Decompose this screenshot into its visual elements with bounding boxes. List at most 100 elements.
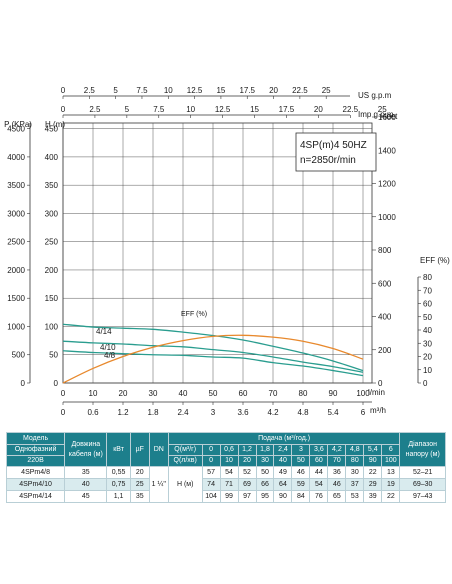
head-curve-4-10 <box>62 340 364 373</box>
y-tick-label-pressure: 2500 <box>7 238 25 247</box>
y-tick-label-feet: 200 <box>378 346 392 355</box>
q1-cell: 3 <box>291 444 311 456</box>
x-tick-label-m3h: 5.4 <box>327 408 339 417</box>
chart-grid <box>62 122 373 384</box>
q1-cell: 0 <box>201 444 221 456</box>
x-tick-label-lmin: 100 <box>356 389 370 398</box>
x-tick-label-lmin: 60 <box>239 389 248 398</box>
y-tick-label-head: 250 <box>45 238 59 247</box>
head-cell: 36 <box>327 466 347 479</box>
x-tick-label-lmin: 50 <box>209 389 218 398</box>
q2-cell: 90 <box>363 455 383 467</box>
head-cell: 64 <box>273 478 293 491</box>
pressure-axis-label: P (KPa) <box>4 120 32 129</box>
y-tick-label-pressure: 2000 <box>7 266 25 275</box>
row-kw: 0,55 <box>106 466 131 479</box>
y-tick-label-feet: 0 <box>378 379 383 388</box>
top-axis-tick-label: 7.5 <box>153 105 165 114</box>
x-tick-label-m3h: 0 <box>61 408 66 417</box>
header-q2-label: Q(л/хв) <box>167 455 203 467</box>
series-label: 4/14 <box>96 327 112 336</box>
head-cell: 84 <box>291 490 311 503</box>
top-axis-tick-label: 15 <box>216 86 225 95</box>
q1-cell: 4,8 <box>345 444 365 456</box>
y-tick-label-eff: 40 <box>423 326 432 335</box>
row-range: 69–30 <box>399 478 446 491</box>
x-tick-label-lmin: 80 <box>299 389 308 398</box>
top-axis-tick-label: 2.5 <box>89 105 101 114</box>
head-axis-label: H (m) <box>45 120 65 129</box>
y-tick-label-eff: 0 <box>423 379 428 388</box>
header-cable: Довжина кабеля (м) <box>64 432 108 467</box>
y-tick-label-head: 200 <box>45 266 59 275</box>
header-model-sub2: 220В <box>5 455 66 467</box>
y-tick-label-head: 450 <box>45 125 59 134</box>
y-tick-label-head: 400 <box>45 153 59 162</box>
x-tick-label-m3h: 1.8 <box>147 408 159 417</box>
feet-axis-label: feet <box>384 112 398 121</box>
y-tick-label-feet: 1200 <box>378 180 396 189</box>
head-cell: 22 <box>381 490 401 503</box>
top-axis-tick-label: 20 <box>314 105 323 114</box>
head-cell: 54 <box>309 478 329 491</box>
top-axis-label: Imp g.p.m <box>358 110 394 119</box>
head-cell: 22 <box>363 466 383 479</box>
head-cell: 46 <box>291 466 311 479</box>
speed-label: n=2850r/min <box>300 155 356 166</box>
top-axis-label: US g.p.m <box>358 91 392 100</box>
top-axis-tick-label: 12.5 <box>187 86 203 95</box>
q2-cell: 60 <box>309 455 329 467</box>
q2-cell: 80 <box>345 455 365 467</box>
head-cell: 65 <box>327 490 347 503</box>
y-tick-label-pressure: 1500 <box>7 294 25 303</box>
row-uf: 20 <box>129 466 150 479</box>
x-tick-label-m3h: 6 <box>361 408 366 417</box>
top-axis-tick-label: 15 <box>250 105 259 114</box>
row-model: 4SPm4/8 <box>5 466 66 479</box>
header-flow: Подача (м³/год.) <box>167 432 401 445</box>
head-cell: 69 <box>237 478 257 491</box>
top-axis-tick-label: 5 <box>113 86 118 95</box>
y-tick-label-eff: 60 <box>423 300 432 309</box>
header-kw: кВт <box>106 432 131 467</box>
head-cell: 90 <box>273 490 293 503</box>
y-tick-label-head: 150 <box>45 294 59 303</box>
head-cell: 97 <box>237 490 257 503</box>
top-axis-tick-label: 0 <box>61 105 66 114</box>
q2-cell: 0 <box>201 455 221 467</box>
head-cell: 57 <box>201 466 221 479</box>
q1-cell: 5,4 <box>363 444 383 456</box>
q1-cell: 4,2 <box>327 444 347 456</box>
top-axis-tick-label: 22.5 <box>292 86 308 95</box>
y-tick-label-pressure: 3500 <box>7 181 25 190</box>
q2-cell: 40 <box>273 455 293 467</box>
spec-table-container: Модель Довжина кабеля (м) кВт µF DN Пода… <box>5 432 446 503</box>
head-cell: 37 <box>345 478 365 491</box>
head-cell: 66 <box>255 478 275 491</box>
y-tick-label-feet: 400 <box>378 313 392 322</box>
top-axis-tick-label: 25 <box>378 105 387 114</box>
q1-cell: 6 <box>381 444 401 456</box>
head-curve-4-8 <box>62 350 364 377</box>
chart-series <box>62 323 364 384</box>
y-tick-label-pressure: 4500 <box>7 125 25 134</box>
row-uf: 35 <box>129 490 150 503</box>
q2-cell: 50 <box>291 455 311 467</box>
x-tick-label-m3h: 1.2 <box>117 408 129 417</box>
row-kw: 0,75 <box>106 478 131 491</box>
header-model: Модель <box>5 432 66 445</box>
head-cell: 44 <box>309 466 329 479</box>
x-tick-label-m3h: 0.6 <box>87 408 99 417</box>
y-tick-label-feet: 1000 <box>378 213 396 222</box>
header-range: Діапазон напору (м) <box>399 432 446 467</box>
y-tick-label-pressure: 4000 <box>7 153 25 162</box>
q1-cell: 1,8 <box>255 444 275 456</box>
q1-cell: 1,2 <box>237 444 257 456</box>
y-tick-label-eff: 30 <box>423 339 432 348</box>
top-axis-tick-label: 22.5 <box>343 105 359 114</box>
series-label: EFF (%) <box>181 311 207 318</box>
header-model-sub1: Однофазний <box>5 444 66 456</box>
lmin-axis-label: l/min <box>368 388 385 397</box>
x-tick-label-lmin: 0 <box>61 389 66 398</box>
x-tick-label-lmin: 70 <box>269 389 278 398</box>
